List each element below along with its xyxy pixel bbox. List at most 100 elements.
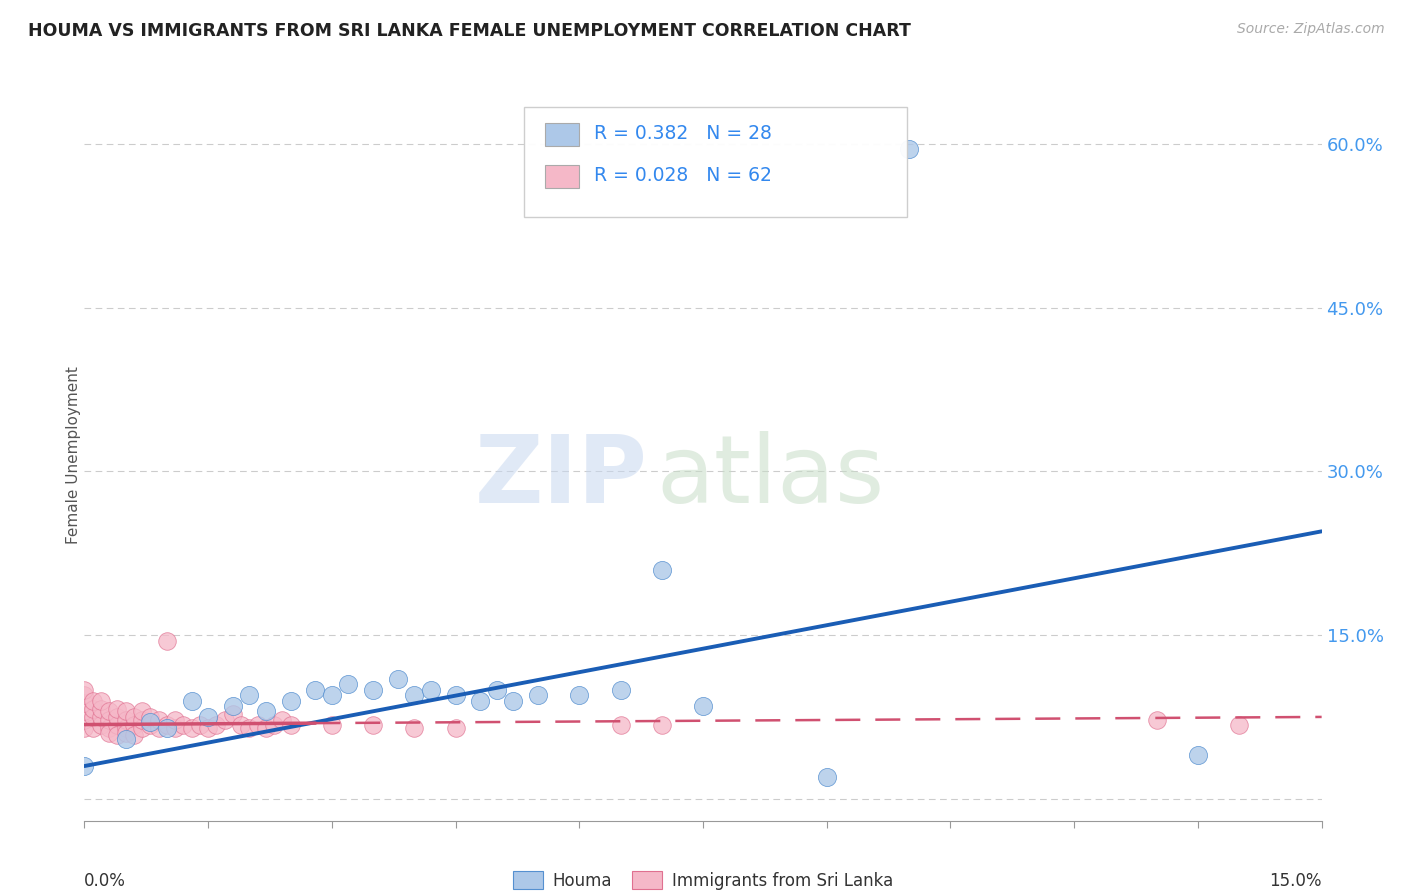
Point (180, 693, 202, 707)
Y-axis label: Female Unemployment: Female Unemployment (66, 366, 80, 544)
Point (105, 702, 128, 716)
Point (114, 726, 136, 740)
Point (404, 721, 426, 735)
Point (148, 713, 170, 727)
Text: R = 0.028   N = 62: R = 0.028 N = 62 (595, 166, 772, 185)
Point (122, 729, 145, 743)
Point (502, 693, 524, 707)
Legend: Houma, Immigrants from Sri Lanka: Houma, Immigrants from Sri Lanka (506, 864, 900, 892)
Point (568, 688, 591, 702)
Point (73, 759, 96, 773)
Point (82, 721, 104, 735)
Point (122, 717, 145, 731)
Point (898, 142, 921, 156)
Point (815, 770, 838, 784)
Point (188, 717, 211, 731)
Point (263, 717, 285, 731)
Point (114, 721, 136, 735)
Point (280, 693, 302, 707)
Point (337, 677, 360, 691)
Point (98, 705, 121, 719)
Point (246, 717, 269, 731)
Point (238, 721, 260, 735)
Text: ZIP: ZIP (474, 431, 647, 523)
Point (82, 710, 104, 724)
Point (73, 721, 96, 735)
Point (114, 713, 136, 727)
Point (651, 717, 673, 731)
Point (156, 717, 179, 731)
Point (1187, 748, 1209, 763)
Point (197, 721, 219, 735)
Point (82, 693, 104, 707)
Point (122, 710, 145, 724)
Point (238, 688, 260, 702)
Point (105, 729, 128, 743)
Point (105, 717, 128, 731)
Text: HOUMA VS IMMIGRANTS FROM SRI LANKA FEMALE UNEMPLOYMENT CORRELATION CHART: HOUMA VS IMMIGRANTS FROM SRI LANKA FEMAL… (28, 22, 911, 40)
Text: 0.0%: 0.0% (84, 871, 127, 890)
Bar (544, 164, 579, 188)
Point (214, 713, 236, 727)
Point (229, 717, 252, 731)
Point (139, 715, 162, 730)
Point (271, 713, 294, 727)
Point (197, 710, 219, 724)
Point (73, 705, 96, 719)
Point (131, 713, 153, 727)
Point (156, 721, 179, 735)
Point (222, 698, 245, 713)
Point (98, 713, 121, 727)
Point (222, 706, 245, 721)
Point (165, 721, 187, 735)
Point (73, 713, 96, 727)
Point (321, 688, 343, 702)
Text: R = 0.382   N = 28: R = 0.382 N = 28 (595, 124, 772, 143)
Point (165, 713, 187, 727)
Point (139, 710, 162, 724)
Point (114, 731, 136, 746)
Point (404, 688, 426, 702)
Point (148, 721, 170, 735)
Text: atlas: atlas (657, 431, 884, 523)
Point (444, 721, 467, 735)
Point (321, 717, 343, 731)
Point (304, 682, 326, 697)
Point (485, 682, 508, 697)
Point (1227, 717, 1250, 731)
Point (139, 717, 162, 731)
Point (98, 721, 121, 735)
Point (527, 688, 550, 702)
Point (82, 702, 104, 716)
Point (156, 633, 179, 648)
Point (651, 563, 673, 577)
Point (180, 721, 202, 735)
Point (1146, 713, 1168, 727)
Point (444, 688, 467, 702)
Point (90, 717, 112, 731)
Point (172, 717, 194, 731)
Point (692, 698, 714, 713)
Point (205, 717, 228, 731)
Text: 15.0%: 15.0% (1270, 871, 1322, 890)
Point (361, 682, 384, 697)
Point (254, 705, 277, 719)
Point (254, 721, 277, 735)
Bar (544, 123, 579, 146)
Point (131, 705, 153, 719)
Point (98, 726, 121, 740)
Point (361, 717, 384, 731)
Point (73, 696, 96, 710)
FancyBboxPatch shape (523, 108, 907, 218)
Point (470, 693, 492, 707)
Point (90, 710, 112, 724)
Point (90, 693, 112, 707)
Point (131, 721, 153, 735)
Point (280, 717, 302, 731)
Point (419, 682, 441, 697)
Point (609, 717, 631, 731)
Point (105, 710, 128, 724)
Point (73, 682, 96, 697)
Point (73, 688, 96, 702)
Point (114, 705, 136, 719)
